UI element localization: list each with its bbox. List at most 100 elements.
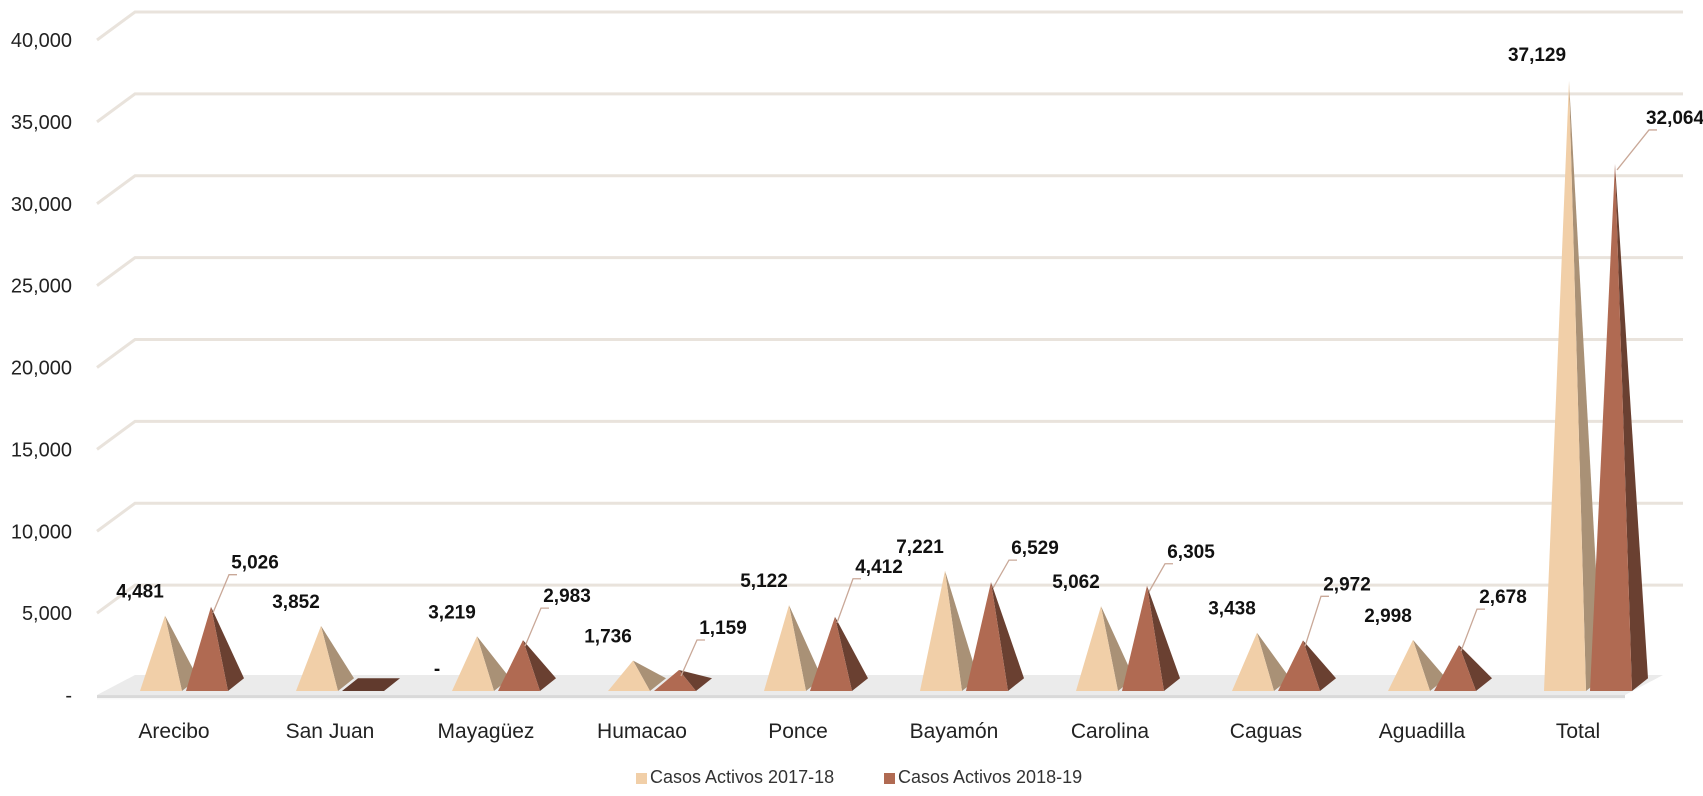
leader-line	[1148, 563, 1173, 593]
pyramid-bar	[1544, 81, 1586, 691]
data-label: 2,678	[1479, 587, 1527, 608]
data-label: 5,026	[231, 553, 279, 574]
data-label: -	[434, 659, 440, 680]
pyramid-side-face	[165, 615, 198, 691]
data-label: 1,736	[584, 627, 632, 648]
data-label: 5,122	[740, 571, 788, 592]
data-label: 3,438	[1208, 599, 1256, 620]
data-label: 32,064	[1646, 108, 1703, 129]
y-axis-ticks: - 5,000 10,000 15,000 20,000 25,000 30,000 35,0…	[11, 30, 72, 707]
legend-label: Casos Activos 2017-18	[650, 767, 834, 787]
pyramid-side-face	[1569, 81, 1602, 691]
pyramid-bar	[1122, 585, 1164, 691]
pyramid-side-face	[321, 625, 354, 691]
pyramid-bar	[186, 606, 228, 691]
category-label: Total	[1556, 720, 1600, 743]
pyramid-side-face	[945, 570, 978, 691]
pyramid-side-face	[1459, 645, 1492, 691]
y-tick-label: 5,000	[22, 603, 72, 625]
leader-line	[1304, 595, 1329, 647]
data-label: 2,998	[1364, 606, 1412, 627]
pyramid-side-face	[633, 660, 666, 691]
pyramid-side-face	[523, 640, 556, 691]
pyramid-side-face	[1303, 640, 1336, 691]
pyramid-side-face	[1101, 606, 1134, 691]
leader-line	[524, 607, 549, 647]
category-label: Bayamón	[910, 720, 999, 743]
pyramid-bar	[608, 660, 650, 691]
data-labels: 4,481 5,026 3,852 - 3,219 2,983 1,736 1,159 5,12…	[116, 45, 1703, 680]
data-label: 3,219	[428, 602, 476, 623]
y-tick-label: 20,000	[11, 358, 72, 380]
leader-line	[836, 578, 861, 623]
pyramid-side-face	[679, 670, 712, 691]
pyramid-side-face	[1413, 639, 1446, 691]
y-tick-label: 40,000	[11, 30, 72, 52]
leader-line	[212, 574, 237, 613]
pyramid-bar	[966, 582, 1008, 691]
data-label: 2,983	[543, 586, 591, 607]
gridline	[96, 92, 1683, 124]
category-label: San Juan	[286, 720, 375, 743]
category-label: Ponce	[768, 720, 828, 743]
pyramid-bar	[296, 625, 338, 691]
category-label: Arecibo	[138, 720, 209, 743]
data-label: 4,412	[855, 557, 903, 578]
pyramid-bar	[140, 615, 182, 691]
gridline	[96, 419, 1683, 451]
data-label: 6,305	[1167, 542, 1215, 563]
category-label: Humacao	[597, 720, 687, 743]
y-tick-label: 15,000	[11, 439, 72, 461]
category-label: Caguas	[1230, 720, 1302, 743]
y-tick-label: 35,000	[11, 112, 72, 134]
gridline	[96, 174, 1683, 205]
category-label: Mayagüez	[438, 720, 535, 743]
y-tick-label: 25,000	[11, 276, 72, 298]
y-tick-label: 10,000	[11, 521, 72, 543]
pyramid-bar	[1388, 639, 1430, 691]
gridlines	[96, 10, 1683, 615]
legend-label: Casos Activos 2018-19	[898, 767, 1082, 787]
data-label: 3,852	[272, 592, 320, 613]
pyramid-bar	[654, 670, 696, 691]
pyramid-side-face	[1257, 632, 1290, 691]
pyramid-bar	[810, 616, 852, 691]
pyramid-bar	[1076, 606, 1118, 691]
pyramid-bar	[1590, 163, 1632, 691]
leader-line	[992, 559, 1017, 589]
pyramid-bar	[1278, 640, 1320, 691]
pyramid-bar	[1232, 632, 1274, 691]
pyramid-bar-flat	[342, 678, 400, 691]
leader-line	[1460, 608, 1485, 652]
data-label: 37,129	[1508, 45, 1566, 66]
pyramid-side-face	[1615, 163, 1648, 691]
gridline	[96, 501, 1683, 533]
pyramid-side-face	[789, 605, 822, 691]
pyramid-side-face	[211, 606, 244, 691]
pyramid-bar	[452, 636, 494, 691]
pyramid-bars	[140, 81, 1648, 691]
gridline	[96, 583, 1683, 615]
data-label: 5,062	[1052, 572, 1100, 593]
pyramid-bar	[920, 570, 962, 691]
leader-line	[680, 639, 705, 677]
gridline	[96, 338, 1683, 369]
data-label: 1,159	[699, 618, 747, 639]
pyramid-side-face	[477, 636, 510, 691]
legend: Casos Activos 2017-18 Casos Activos 2018-…	[636, 767, 1082, 787]
x-axis-categories: Arecibo San Juan Mayagüez Humacao Ponce Bayam…	[138, 720, 1600, 743]
pyramid-bar	[498, 640, 540, 691]
legend-swatch	[636, 773, 647, 784]
gridline	[96, 10, 1683, 42]
data-label: 2,972	[1323, 574, 1371, 595]
pyramid-bar	[1434, 645, 1476, 691]
pyramid-side-face	[835, 616, 868, 691]
pyramid-side-face	[991, 582, 1024, 691]
pyramid-side-face	[1147, 585, 1180, 691]
y-tick-label: -	[65, 685, 72, 707]
leader-line	[1616, 129, 1657, 171]
pyramid-bar	[764, 605, 806, 691]
data-label: 7,221	[896, 537, 944, 558]
